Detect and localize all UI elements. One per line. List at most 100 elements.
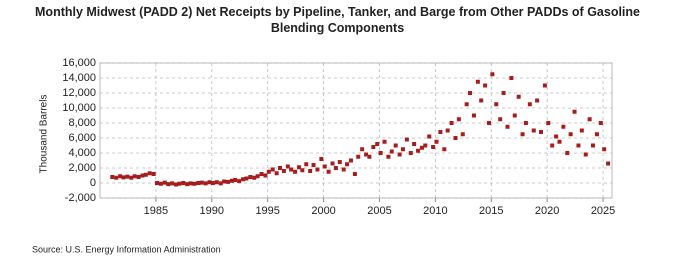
point	[442, 147, 447, 152]
point	[199, 180, 204, 185]
point	[546, 121, 551, 125]
point	[337, 160, 342, 164]
point	[322, 164, 327, 169]
point	[371, 145, 376, 149]
point	[293, 169, 298, 174]
point	[132, 174, 137, 179]
point	[188, 181, 193, 186]
point	[423, 143, 428, 148]
point	[557, 139, 562, 144]
point	[203, 181, 208, 186]
point	[345, 162, 350, 167]
point	[561, 124, 566, 129]
point	[498, 117, 503, 122]
point	[304, 162, 309, 167]
source-note: Source: U.S. Energy Information Administ…	[32, 244, 221, 254]
point	[255, 174, 260, 179]
point	[490, 72, 495, 77]
point	[274, 171, 279, 176]
point	[348, 158, 353, 163]
point	[598, 121, 603, 125]
point	[289, 167, 294, 172]
point	[464, 102, 469, 107]
point	[509, 76, 514, 80]
point	[378, 151, 383, 155]
point	[594, 132, 599, 137]
point	[229, 178, 234, 183]
y-tick-label: 2,000	[68, 162, 96, 174]
point	[606, 161, 611, 166]
y-tick-label: 4,000	[68, 147, 96, 159]
plot-frame	[99, 62, 613, 199]
point	[241, 177, 246, 182]
x-tick-label: 1990	[200, 205, 224, 217]
point	[136, 175, 141, 179]
point	[185, 182, 190, 187]
point	[393, 143, 398, 148]
point	[360, 147, 365, 152]
point	[315, 167, 320, 172]
point	[207, 180, 212, 185]
point	[285, 164, 290, 169]
point	[341, 167, 346, 172]
point	[494, 102, 499, 107]
point	[270, 167, 275, 172]
point	[129, 175, 134, 180]
point	[319, 157, 324, 161]
point	[516, 94, 521, 99]
point	[583, 152, 588, 157]
point	[364, 152, 369, 157]
point	[431, 145, 436, 149]
point	[382, 139, 387, 144]
point	[416, 148, 421, 153]
point	[210, 181, 215, 185]
point	[460, 132, 465, 137]
point	[140, 173, 145, 178]
point	[266, 169, 271, 174]
point	[125, 174, 130, 179]
x-tick-label: 1985	[144, 205, 168, 217]
point	[330, 161, 335, 166]
point	[218, 181, 223, 186]
chart-title: Monthly Midwest (PADD 2) Net Receipts by…	[35, 5, 640, 35]
point	[375, 142, 380, 146]
point	[579, 128, 584, 133]
chart-title-box: Monthly Midwest (PADD 2) Net Receipts by…	[0, 4, 675, 36]
x-tick-label: 2025	[591, 205, 615, 217]
point	[587, 117, 592, 122]
y-tick-label: 12,000	[62, 87, 96, 99]
point	[356, 154, 361, 159]
point	[259, 172, 264, 176]
point	[174, 182, 179, 187]
point	[468, 91, 473, 95]
point	[222, 179, 227, 184]
x-tick-label: 2020	[535, 205, 559, 217]
point	[554, 134, 559, 139]
point	[166, 182, 171, 187]
x-tick-label: 2000	[311, 205, 335, 217]
x-tick-label: 1995	[255, 205, 279, 217]
y-tick-label: -2,000	[65, 192, 96, 204]
point	[333, 166, 338, 170]
point	[408, 151, 413, 155]
y-tick-label: 6,000	[68, 132, 96, 144]
point	[311, 163, 316, 167]
y-tick-label: 10,000	[62, 102, 96, 114]
point	[121, 175, 126, 180]
x-tick-label: 2005	[367, 205, 391, 217]
point	[196, 181, 201, 185]
point	[572, 109, 577, 114]
point	[539, 130, 544, 134]
point	[445, 128, 450, 133]
point	[449, 121, 454, 125]
point	[471, 113, 476, 118]
point	[352, 172, 357, 176]
point	[483, 83, 488, 88]
point	[277, 166, 282, 170]
x-tick-label: 2010	[423, 205, 447, 217]
point	[527, 102, 532, 107]
point	[400, 147, 405, 152]
point	[419, 145, 424, 150]
point	[155, 181, 160, 185]
